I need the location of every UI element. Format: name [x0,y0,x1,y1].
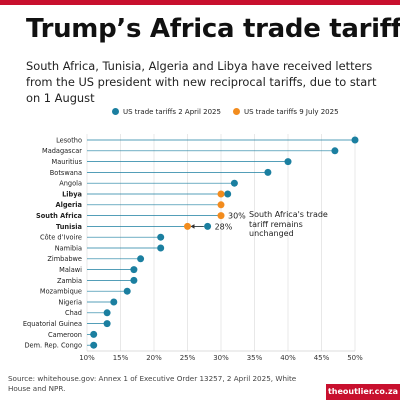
point-april [90,341,98,349]
point-april [351,136,359,144]
point-april [157,233,165,241]
change-arrow-head [190,224,195,229]
point-april [130,266,138,274]
x-tick-label: 50% [347,354,363,362]
y-tick-label: Lesotho [56,136,82,144]
legend-item-april: US trade tariffs 2 April 2025 [112,108,221,116]
x-tick-label: 35% [247,354,263,362]
x-tick-label: 30% [213,354,229,362]
y-tick-label: Angola [59,180,82,188]
y-tick-label: Zambia [57,277,82,285]
y-tick-label: Mozambique [40,288,82,296]
point-april [157,244,165,252]
legend-label-april: US trade tariffs 2 April 2025 [123,108,221,116]
point-april [103,309,111,317]
point-april [331,147,339,155]
legend-marker-july [233,108,240,115]
x-tick-label: 40% [280,354,296,362]
y-tick-label: Algeria [55,201,82,209]
point-july [217,190,225,198]
x-tick-label: 10% [79,354,95,362]
y-tick-label: South Africa [36,212,82,220]
y-tick-label: Malawi [59,266,82,274]
point-april [284,158,292,166]
y-tick-label: Dem. Rep. Congo [24,342,82,350]
point-april [264,168,272,176]
x-tick-label: 15% [113,354,129,362]
source-note: Source: whitehouse.gov: Annex 1 of Execu… [8,374,297,393]
data-label: 30% [228,212,246,221]
y-tick-label: Equatorial Guinea [23,320,82,328]
y-tick-label: Cameroon [48,331,82,339]
point-april [224,190,232,198]
chart-subtitle: South Africa, Tunisia, Algeria and Libya… [26,59,377,105]
point-april [204,222,212,230]
legend-label-july: US trade tariffs 9 July 2025 [244,108,339,116]
x-tick-label: 25% [180,354,196,362]
legend-item-july: US trade tariffs 9 July 2025 [233,108,339,116]
data-label: 28% [215,222,233,231]
y-tick-label: Libya [62,190,82,198]
y-tick-label: Côte d’Ivoire [40,234,82,242]
point-april [90,330,98,338]
x-tick-label: 45% [314,354,330,362]
point-april [123,287,131,295]
chart-title: Trump’s Africa trade tariffs [26,14,400,44]
y-tick-label: Mauritius [52,158,83,166]
point-april [110,298,118,306]
y-tick-label: Tunisia [56,223,82,231]
y-tick-label: Botswana [50,169,82,177]
point-july [184,222,191,230]
y-tick-label: Namibia [55,244,82,252]
point-april [137,255,145,263]
legend-marker-april [112,108,119,115]
brand-badge: theoutlier.co.za [326,384,400,400]
annotation: South Africa's trade tariff remains unch… [249,210,328,238]
point-april [230,179,238,187]
point-july [217,201,225,209]
y-tick-label: Zimbabwe [47,255,82,263]
point-july [217,212,225,220]
y-tick-label: Madagascar [42,147,82,155]
x-tick-label: 20% [146,354,162,362]
y-tick-label: Nigeria [58,298,82,306]
y-tick-label: Chad [65,309,82,317]
point-april [103,320,111,328]
point-april [130,276,138,284]
top-accent-bar [0,0,400,5]
